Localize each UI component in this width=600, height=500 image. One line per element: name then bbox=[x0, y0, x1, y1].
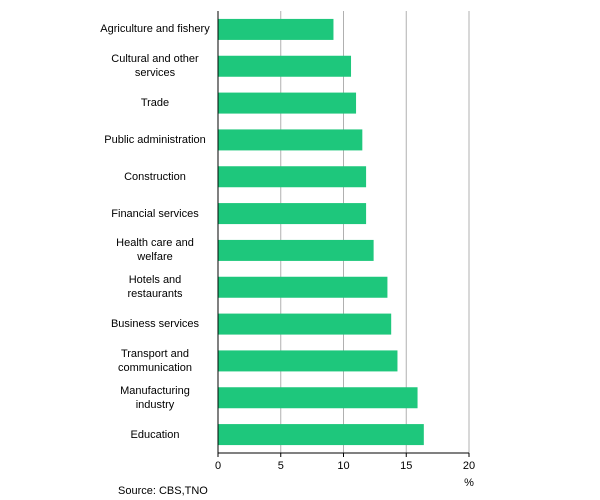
y-tick-label: Transport and communication bbox=[118, 347, 192, 374]
source-note: Source: CBS,TNO bbox=[118, 485, 208, 497]
y-tick-label: Public administration bbox=[104, 133, 206, 146]
bar bbox=[218, 18, 334, 40]
bar bbox=[218, 239, 374, 261]
y-tick-label: Hotels and restaurants bbox=[127, 274, 183, 301]
bar bbox=[218, 203, 367, 225]
x-axis-label: % bbox=[464, 477, 474, 489]
y-tick-label: Education bbox=[130, 428, 180, 441]
bar bbox=[218, 55, 352, 77]
bar bbox=[218, 424, 424, 446]
y-tick-label: Manufacturing industry bbox=[120, 384, 190, 411]
bar bbox=[218, 92, 357, 114]
x-tick-label: 5 bbox=[278, 460, 284, 472]
bar bbox=[218, 166, 367, 188]
y-tick-label: Trade bbox=[140, 97, 170, 110]
x-tick-label: 15 bbox=[400, 460, 412, 472]
bar bbox=[218, 129, 363, 151]
bar bbox=[218, 313, 392, 335]
x-tick-label: 0 bbox=[215, 460, 221, 472]
y-tick-label: Cultural and other services bbox=[111, 53, 199, 80]
bar bbox=[218, 387, 418, 409]
x-tick-label: 20 bbox=[463, 460, 475, 472]
y-tick-label: Agriculture and fishery bbox=[100, 23, 210, 36]
y-tick-label: Financial services bbox=[111, 207, 199, 220]
y-tick-label: Health care and welfare bbox=[116, 237, 194, 264]
x-tick-label: 10 bbox=[337, 460, 349, 472]
bar bbox=[218, 276, 388, 298]
bar bbox=[218, 350, 398, 372]
y-tick-label: Construction bbox=[124, 170, 186, 183]
y-tick-label: Business services bbox=[110, 318, 200, 331]
